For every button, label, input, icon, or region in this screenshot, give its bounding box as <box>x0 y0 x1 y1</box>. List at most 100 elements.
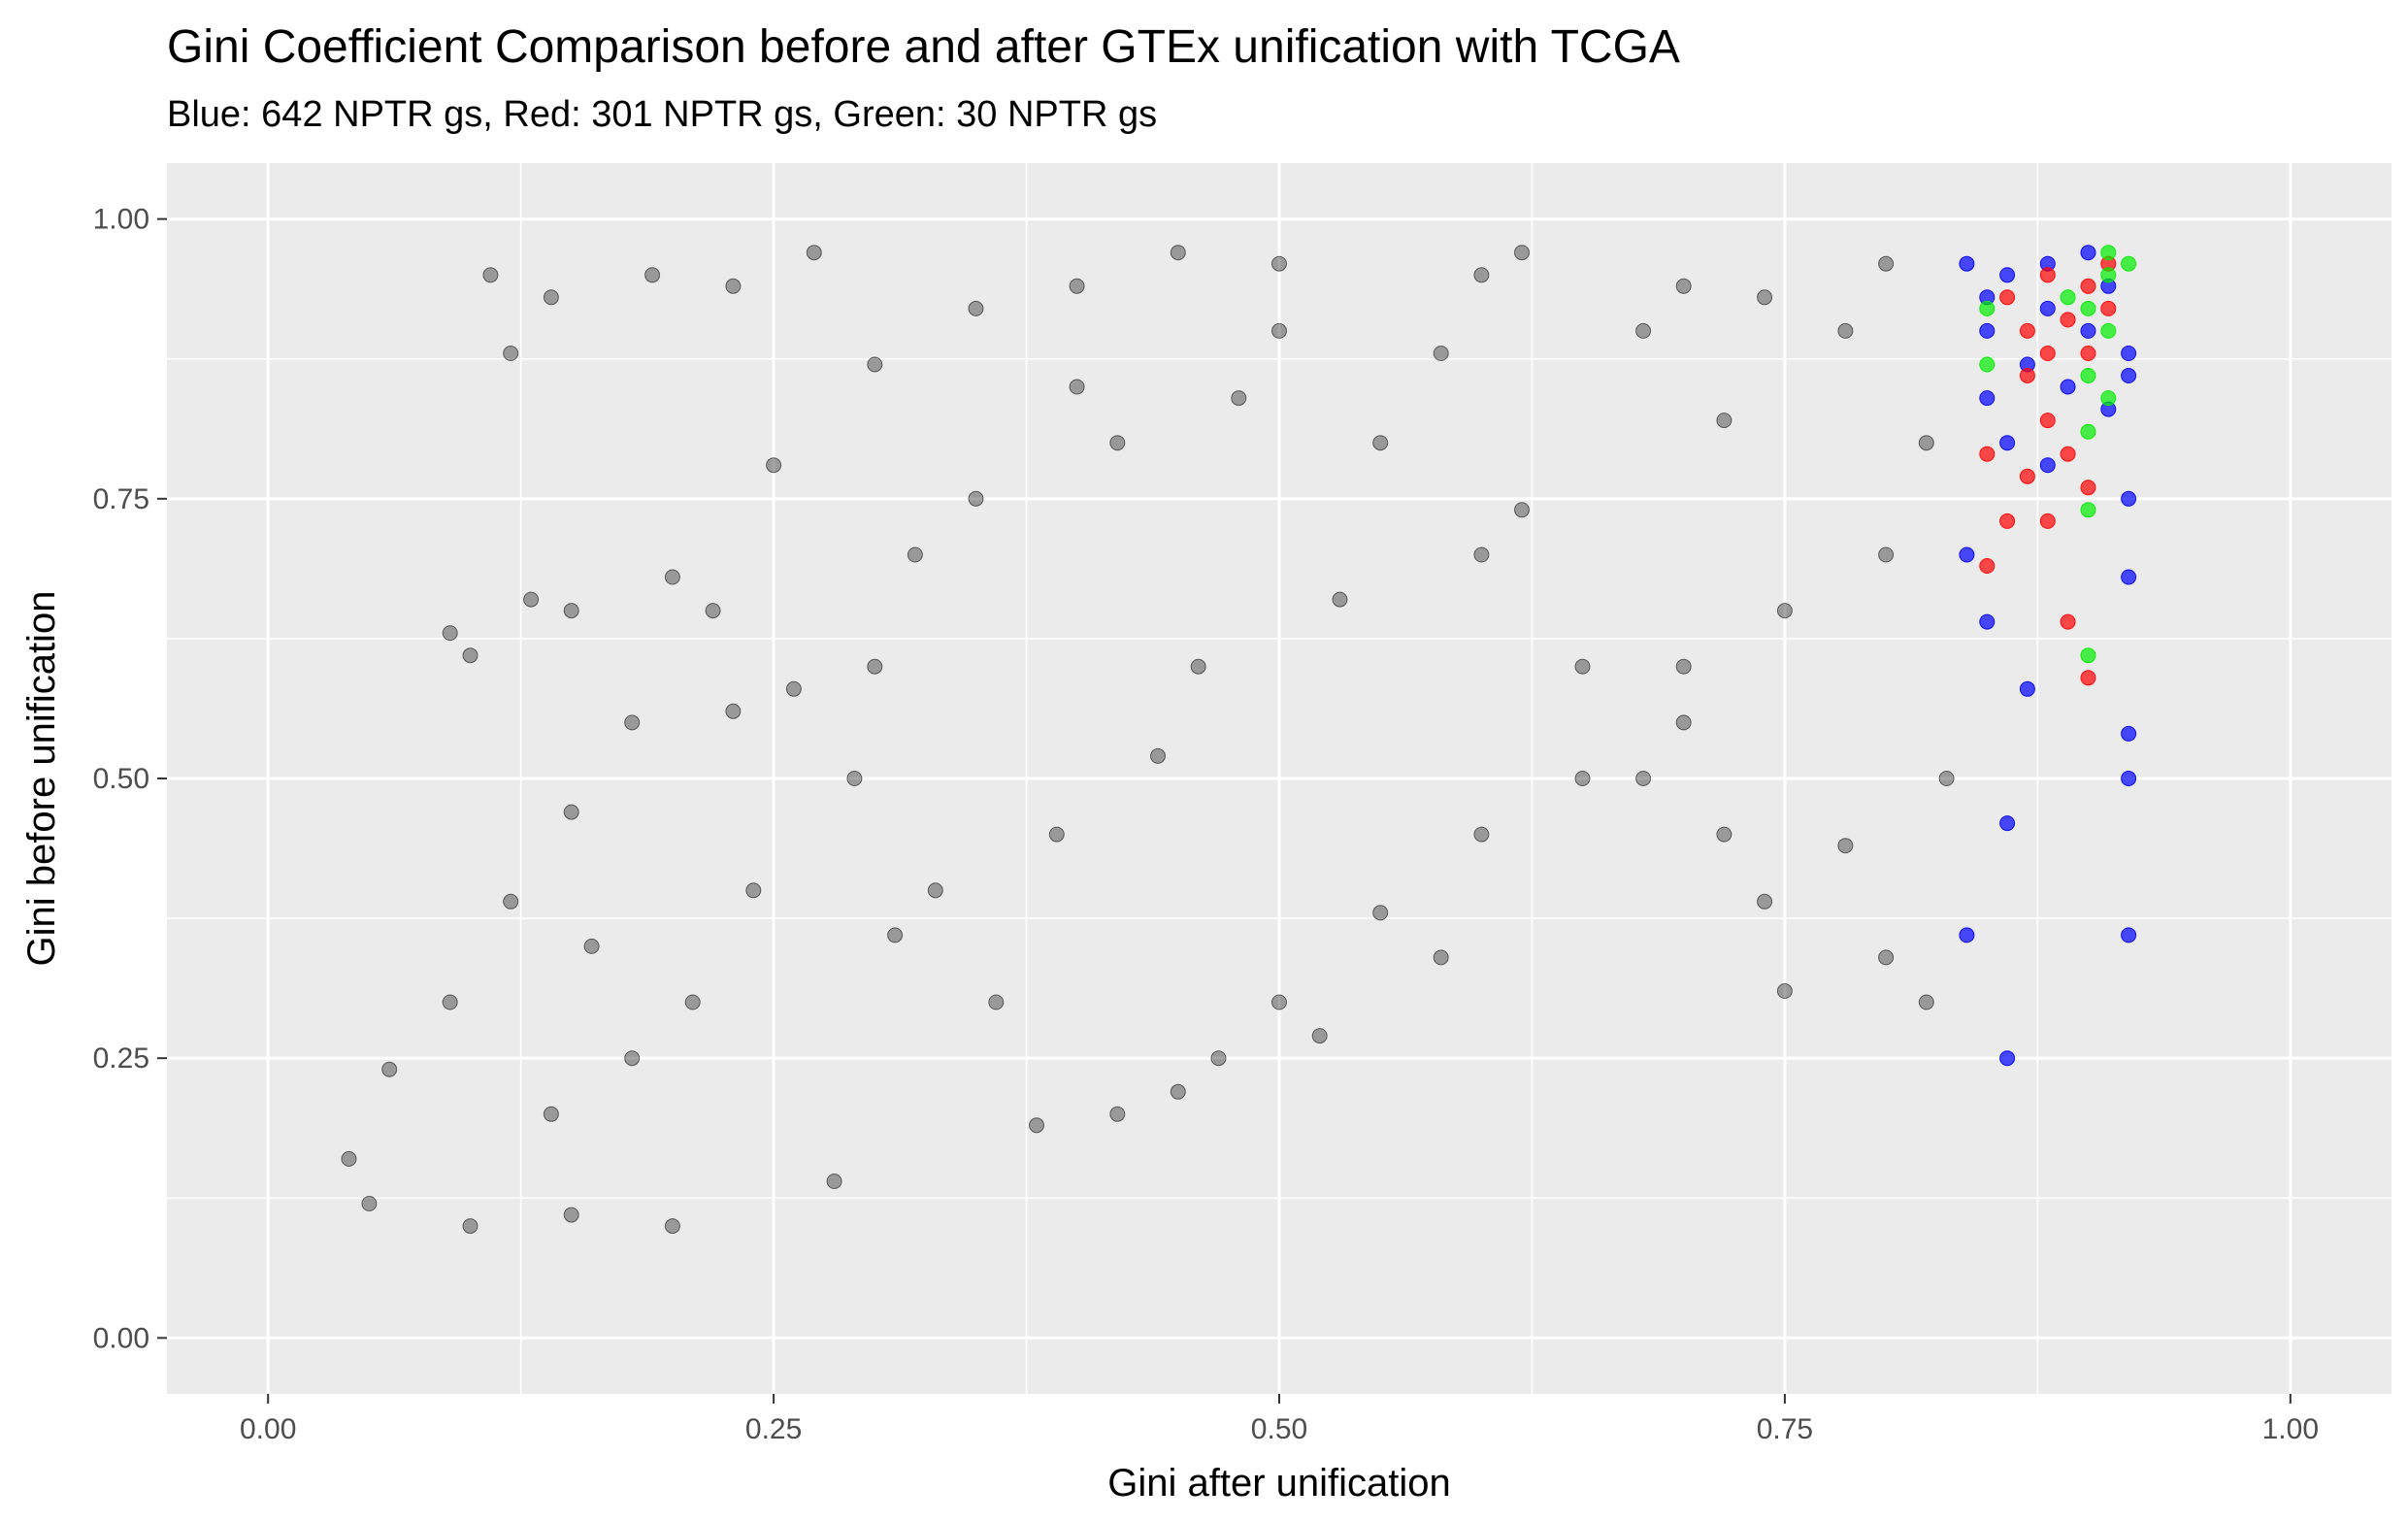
data-point <box>1837 838 1854 854</box>
data-point <box>887 927 904 943</box>
data-point <box>2121 927 2137 943</box>
data-point <box>583 938 600 954</box>
data-point <box>1878 949 1895 966</box>
data-point <box>563 603 579 619</box>
data-point <box>503 893 519 910</box>
data-point <box>1048 826 1065 843</box>
data-point <box>664 569 680 585</box>
data-point <box>1372 435 1389 451</box>
data-point <box>1069 379 1085 395</box>
data-point <box>2080 647 2096 664</box>
grid-lines <box>167 163 2392 1394</box>
data-point <box>2080 300 2096 316</box>
chart-subtitle: Blue: 642 NPTR gs, Red: 301 NPTR gs, Gre… <box>167 94 1157 135</box>
data-point <box>2080 423 2096 440</box>
data-point <box>2019 322 2035 339</box>
data-point <box>1979 613 1996 630</box>
data-point <box>1271 255 1287 272</box>
data-point <box>2080 480 2096 496</box>
data-point <box>806 245 822 261</box>
data-point <box>2060 312 2076 328</box>
data-point <box>1999 513 2016 529</box>
data-point <box>1029 1117 1044 1134</box>
data-point <box>1109 435 1126 451</box>
x-axis-ticks: 0.00 0.25 0.50 0.75 1.00 <box>240 1394 2319 1445</box>
data-point <box>988 994 1005 1010</box>
data-point <box>503 346 519 361</box>
data-point <box>2060 289 2076 306</box>
data-point <box>1757 289 1773 306</box>
data-point <box>1979 356 1996 373</box>
data-point <box>2100 245 2117 261</box>
data-point <box>1514 502 1530 518</box>
data-point <box>361 1196 378 1211</box>
data-points <box>341 245 2137 1235</box>
data-point <box>826 1174 842 1189</box>
data-point <box>846 771 863 786</box>
data-point <box>2060 613 2076 630</box>
data-point <box>2039 300 2056 316</box>
data-point <box>1675 714 1692 731</box>
data-point <box>462 1218 478 1235</box>
data-point <box>968 490 984 507</box>
data-point <box>1675 658 1692 675</box>
data-point <box>2100 300 2117 316</box>
data-point <box>1190 658 1206 675</box>
data-point <box>1878 546 1895 563</box>
data-point <box>2080 346 2096 361</box>
chart-title: Gini Coefficient Comparison before and a… <box>167 21 1680 73</box>
data-point <box>2019 368 2035 383</box>
data-point <box>1635 771 1652 786</box>
data-point <box>543 289 559 306</box>
data-point <box>1776 603 1793 619</box>
data-point <box>2080 670 2096 686</box>
data-point <box>1574 658 1591 675</box>
data-point <box>2100 390 2117 407</box>
data-point <box>1979 390 1996 407</box>
data-point <box>968 300 984 316</box>
data-point <box>1716 826 1732 843</box>
data-point <box>523 591 540 608</box>
y-axis-ticks: 0.00 0.25 0.50 0.75 1.00 <box>93 204 167 1354</box>
data-point <box>745 882 762 899</box>
y-tick-label: 0.00 <box>93 1322 149 1354</box>
data-point <box>1473 826 1490 843</box>
data-point <box>2039 346 2056 361</box>
x-tick-label: 1.00 <box>2262 1413 2319 1445</box>
data-point <box>1979 300 1996 316</box>
x-tick-label: 0.25 <box>745 1413 802 1445</box>
data-point <box>725 278 742 294</box>
data-point <box>1675 278 1692 294</box>
data-point <box>1999 815 2016 832</box>
data-point <box>482 267 499 283</box>
data-point <box>2121 346 2137 361</box>
data-point <box>1999 435 2016 451</box>
data-point <box>867 356 883 373</box>
data-point <box>1979 558 1996 574</box>
data-point <box>2121 569 2137 585</box>
data-point <box>2039 267 2056 283</box>
data-point <box>1231 390 1247 407</box>
data-point <box>1959 927 1975 943</box>
data-point <box>705 603 721 619</box>
x-axis-title: Gini after unification <box>1107 1462 1451 1505</box>
x-tick-label: 0.75 <box>1757 1413 1813 1445</box>
y-tick-label: 1.00 <box>93 204 149 236</box>
data-point <box>1918 994 1934 1010</box>
data-point <box>1776 983 1793 999</box>
data-point <box>1959 546 1975 563</box>
data-point <box>1473 267 1490 283</box>
data-point <box>442 994 458 1010</box>
data-point <box>624 714 641 731</box>
data-point <box>1979 322 1996 339</box>
data-point <box>1959 255 1975 272</box>
data-point <box>1938 771 1955 786</box>
data-point <box>1635 322 1652 339</box>
data-point <box>1716 413 1732 429</box>
data-point <box>2080 368 2096 383</box>
data-point <box>2060 446 2076 462</box>
x-tick-label: 0.50 <box>1251 1413 1307 1445</box>
data-point <box>1170 1083 1186 1100</box>
data-point <box>927 882 943 899</box>
